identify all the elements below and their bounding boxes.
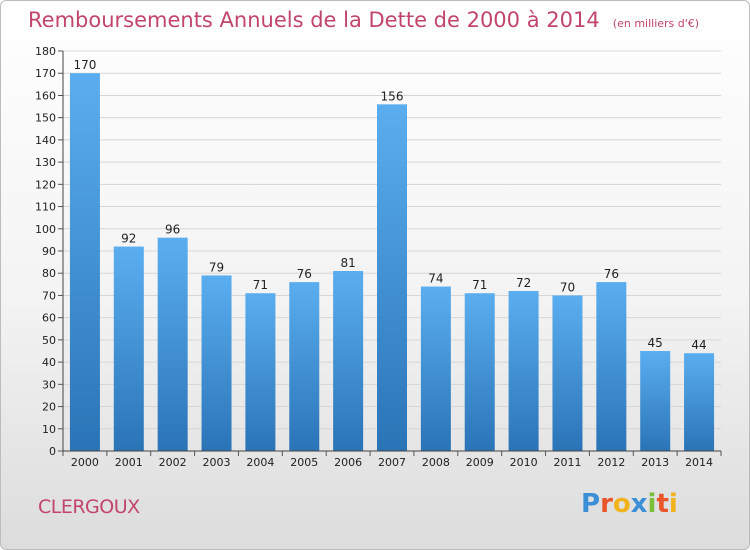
chart-title: Remboursements Annuels de la Dette de 20… — [28, 8, 600, 32]
y-axis-ticks: 0 10 20 30 40 50 60 70 80 90 100 110 120 130 140 150 160… — [35, 45, 63, 458]
y-tick-label: 130 — [35, 156, 56, 169]
bar — [245, 293, 276, 451]
x-tick-label: 2014 — [685, 456, 713, 469]
bar-value-label: 70 — [560, 280, 575, 294]
y-tick-label: 120 — [35, 178, 56, 191]
bar — [69, 73, 100, 451]
y-tick-label: 180 — [35, 45, 56, 58]
bar — [596, 282, 627, 451]
bar — [201, 275, 232, 451]
x-tick-label: 2008 — [422, 456, 450, 469]
y-tick-label: 90 — [42, 245, 56, 258]
bar — [508, 291, 539, 451]
bar-value-label: 45 — [648, 336, 663, 350]
logo-letter: o — [612, 489, 631, 519]
bars: 170 92 96 79 71 76 81 156 74 71 72 70 76 45 44 — [69, 58, 715, 451]
bar — [377, 104, 407, 451]
logo-letter: r — [600, 489, 613, 519]
x-tick-label: 2006 — [334, 456, 362, 469]
title-row: Remboursements Annuels de la Dette de 20… — [28, 8, 699, 32]
bar — [113, 246, 144, 451]
bar-value-label: 74 — [428, 272, 443, 286]
bar-value-label: 44 — [691, 338, 706, 352]
x-tick-label: 2007 — [378, 456, 406, 469]
bar-value-label: 79 — [209, 260, 224, 274]
bar-value-label: 156 — [381, 89, 404, 103]
bar — [464, 293, 495, 451]
bar — [552, 295, 583, 451]
x-tick-label: 2009 — [466, 456, 494, 469]
bar — [333, 271, 364, 451]
x-tick-label: 2013 — [641, 456, 669, 469]
y-tick-label: 10 — [42, 423, 56, 436]
x-tick-label: 2005 — [290, 456, 318, 469]
bar-value-label: 76 — [604, 267, 619, 281]
x-tick-label: 2004 — [246, 456, 274, 469]
bar — [684, 353, 715, 451]
logo-letter: P — [581, 489, 601, 519]
y-tick-label: 110 — [35, 201, 56, 214]
bar-value-label: 71 — [472, 278, 487, 292]
logo-letter: t — [656, 489, 669, 519]
y-tick-label: 100 — [35, 223, 56, 236]
x-tick-label: 2010 — [510, 456, 538, 469]
bar-value-label: 81 — [340, 256, 355, 270]
y-tick-label: 150 — [35, 112, 56, 125]
axes — [62, 51, 721, 452]
bar-value-label: 76 — [297, 267, 312, 281]
bar — [289, 282, 320, 451]
x-tick-label: 2000 — [71, 456, 99, 469]
proxiti-logo: Proxiti — [581, 489, 678, 519]
x-tick-label: 2002 — [159, 456, 187, 469]
bar — [157, 237, 188, 451]
y-tick-label: 70 — [42, 289, 56, 302]
bar-value-label: 71 — [253, 278, 268, 292]
y-tick-label: 40 — [42, 356, 56, 369]
x-tick-label: 2011 — [553, 456, 581, 469]
bar-value-label: 92 — [121, 232, 136, 246]
y-tick-label: 0 — [49, 445, 56, 458]
bar-value-label: 72 — [516, 276, 531, 290]
logo-letter: i — [647, 489, 657, 519]
y-tick-label: 60 — [42, 312, 56, 325]
bar-value-label: 170 — [73, 58, 96, 72]
logo-letter: x — [630, 489, 648, 519]
x-tick-label: 2001 — [115, 456, 143, 469]
chart-subtitle: (en milliers d'€) — [612, 17, 700, 30]
bar-value-label: 96 — [165, 223, 180, 237]
town-name: CLERGOUX — [38, 496, 140, 518]
y-tick-label: 20 — [42, 401, 56, 414]
y-tick-label: 140 — [35, 134, 56, 147]
logo-letter: i — [668, 489, 678, 519]
y-tick-label: 50 — [42, 334, 56, 347]
x-tick-label: 2012 — [597, 456, 625, 469]
y-tick-label: 80 — [42, 267, 56, 280]
bar — [640, 351, 671, 451]
bar — [420, 286, 451, 451]
y-tick-label: 160 — [35, 89, 56, 102]
x-tick-label: 2003 — [203, 456, 231, 469]
y-tick-label: 170 — [35, 67, 56, 80]
y-tick-label: 30 — [42, 378, 56, 391]
x-axis-ticks: 2000 2001 2002 2003 2004 2005 2006 2007 2008 2009… — [62, 451, 722, 469]
